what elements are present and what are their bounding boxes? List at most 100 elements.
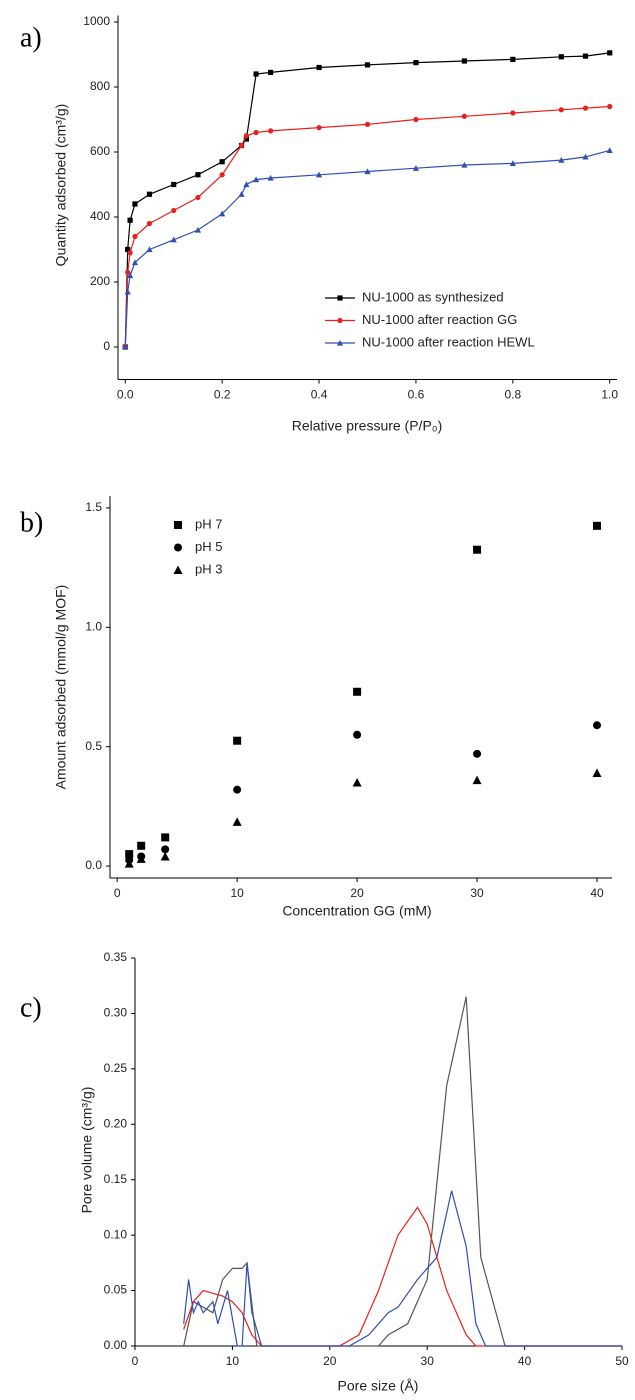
marker [461, 161, 468, 168]
x-tick-label: 40 [518, 1354, 532, 1368]
y-tick-label: 600 [90, 144, 110, 158]
marker [353, 730, 362, 739]
marker [316, 64, 322, 71]
marker [582, 53, 589, 59]
marker [243, 133, 249, 139]
legend-label: NU-1000 after reaction HEWL [362, 334, 535, 349]
marker [364, 62, 371, 68]
marker [413, 60, 419, 66]
marker [364, 168, 371, 175]
series-line [183, 1206, 622, 1347]
y-tick-label: 0.0 [85, 858, 102, 872]
x-tick-label: 0.6 [408, 388, 425, 402]
y-tick-label: 1000 [83, 14, 110, 28]
marker [413, 116, 419, 123]
marker [146, 246, 153, 253]
marker [582, 153, 589, 160]
marker [337, 317, 343, 324]
y-axis-title: Amount adsorbed (mmol/g MOF) [53, 585, 69, 790]
marker [124, 288, 131, 295]
marker [137, 841, 146, 850]
panel-label: a) [20, 22, 42, 53]
marker [219, 159, 225, 165]
y-tick-label: 800 [90, 79, 110, 93]
x-tick-label: 0.2 [214, 388, 231, 402]
y-axis-title: Quantity adsorbed (cm³/g) [53, 104, 69, 267]
x-tick-label: 0 [132, 1354, 139, 1368]
marker [131, 259, 139, 266]
marker [173, 565, 183, 574]
x-tick-label: 0.0 [117, 388, 134, 402]
legend-label: pH 5 [195, 539, 222, 554]
marker [171, 181, 177, 188]
legend-label: pH 3 [195, 561, 222, 576]
marker [607, 50, 613, 56]
x-axis-title: Pore size (Å) [338, 1378, 419, 1394]
marker [195, 194, 201, 201]
y-tick-label: 0.05 [104, 1283, 128, 1297]
y-tick-label: 0.5 [85, 739, 102, 753]
marker [124, 859, 134, 868]
marker [412, 165, 420, 171]
marker [252, 176, 260, 183]
marker [219, 172, 225, 178]
marker [219, 210, 226, 217]
legend-label: pH 7 [195, 516, 222, 531]
marker [510, 110, 516, 116]
marker [243, 136, 249, 142]
marker [146, 191, 153, 197]
marker [194, 226, 202, 233]
marker [558, 107, 564, 113]
marker [174, 521, 182, 529]
marker [352, 778, 362, 787]
x-tick-label: 20 [350, 886, 364, 900]
marker [558, 157, 565, 163]
y-tick-label: 0.10 [104, 1227, 128, 1241]
y-tick-label: 1.0 [85, 619, 102, 633]
y-tick-label: 0.25 [104, 1061, 128, 1075]
marker [606, 147, 613, 153]
marker [232, 817, 242, 826]
x-tick-label: 20 [323, 1354, 337, 1368]
marker [195, 172, 201, 178]
marker [170, 236, 177, 243]
marker [364, 121, 371, 127]
x-tick-label: 1.0 [601, 388, 618, 402]
marker [593, 521, 602, 530]
y-tick-label: 0 [103, 339, 110, 353]
marker [473, 545, 482, 554]
marker [233, 736, 242, 745]
marker [253, 71, 259, 77]
x-tick-label: 30 [421, 1354, 435, 1368]
x-axis-title: Relative pressure (P/P₀) [292, 418, 443, 434]
marker [337, 295, 343, 301]
marker [267, 174, 274, 181]
panel-label: b) [20, 507, 43, 538]
marker [238, 142, 245, 149]
marker [125, 246, 131, 253]
y-tick-label: 0.20 [104, 1116, 128, 1130]
y-tick-label: 0.00 [104, 1338, 128, 1352]
y-tick-label: 0.15 [104, 1172, 128, 1186]
y-tick-label: 0.30 [104, 1006, 128, 1020]
series-line [124, 105, 610, 348]
marker [122, 343, 129, 350]
marker [233, 785, 242, 794]
x-tick-label: 10 [230, 886, 244, 900]
marker [243, 181, 250, 188]
marker [132, 233, 138, 240]
x-tick-label: 0.4 [311, 388, 328, 402]
marker [136, 854, 146, 863]
y-tick-label: 200 [90, 274, 110, 288]
marker [315, 171, 323, 178]
x-tick-label: 50 [615, 1354, 629, 1368]
marker [268, 69, 274, 75]
marker [238, 191, 245, 197]
marker [160, 852, 170, 861]
marker [127, 272, 134, 279]
marker [509, 160, 516, 166]
marker [174, 543, 182, 552]
marker [473, 749, 482, 758]
x-tick-label: 0 [114, 886, 121, 900]
